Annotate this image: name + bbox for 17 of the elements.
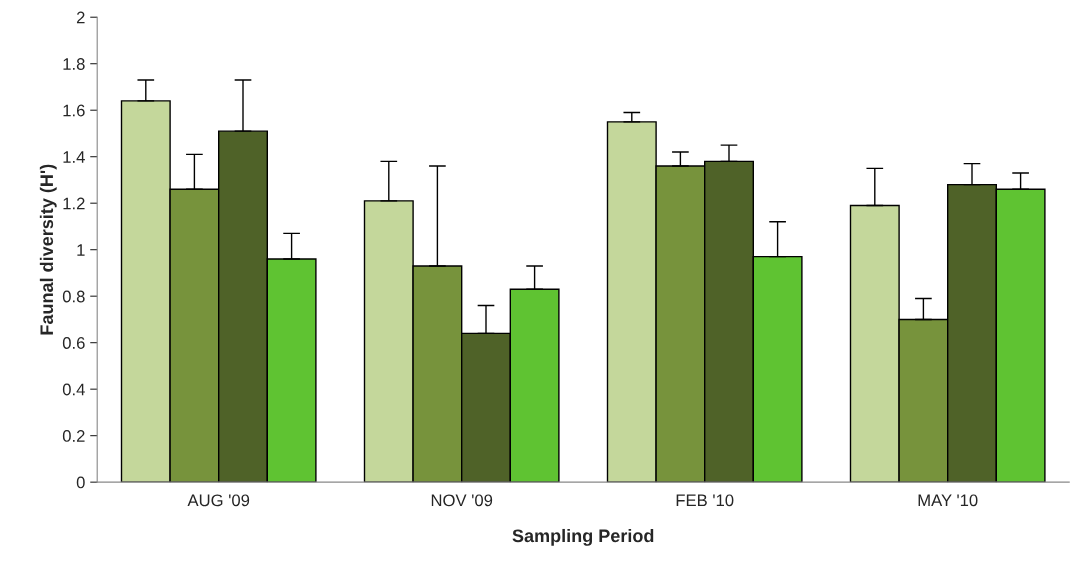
y-tick-label: 2 <box>76 11 85 24</box>
y-axis-title: Faunal diversity (H') <box>39 164 57 335</box>
y-tick-label: 1 <box>77 244 85 256</box>
y-tick-label: 0.8 <box>62 290 85 303</box>
x-tick-label: FEB '10 <box>676 494 734 507</box>
x-tick-label: NOV '09 <box>431 494 493 507</box>
x-tick-label: AUG '09 <box>187 494 250 507</box>
x-tick-label: MAY '10 <box>918 494 978 507</box>
x-axis-title: Sampling Period <box>512 528 654 546</box>
y-tick-label: 0.2 <box>62 430 85 442</box>
y-tick-label: 1.2 <box>63 197 85 210</box>
y-tick-label: 1.6 <box>63 104 85 117</box>
y-tick-label: 1.8 <box>63 58 85 70</box>
y-tick-label: 0.4 <box>62 383 85 396</box>
y-tick-label: 0 <box>76 476 85 489</box>
y-tick-label: 1.4 <box>63 151 85 163</box>
y-tick-label: 0.6 <box>62 337 85 349</box>
